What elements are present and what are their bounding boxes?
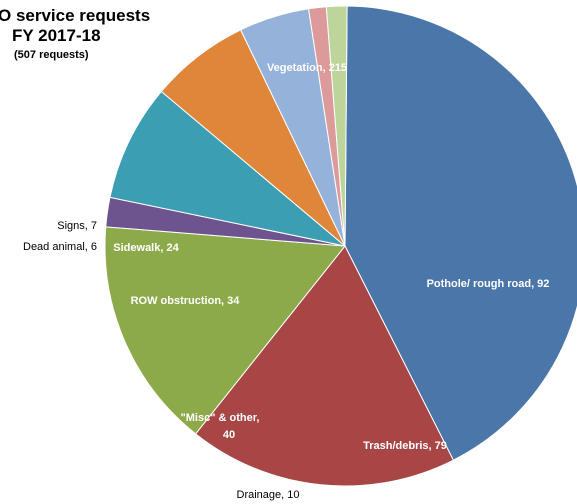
pie-label-sidewalk: Sidewalk, 24 bbox=[113, 242, 179, 254]
pie-label-misc-other: "Misc" & other, bbox=[181, 412, 260, 424]
pie-label-misc-other-value: 40 bbox=[223, 429, 235, 441]
pie-slice-vegetation bbox=[344, 5, 577, 461]
pie-label-vegetation: Vegetation, 215 bbox=[267, 62, 347, 74]
pie-label-drainage: Drainage, 10 bbox=[237, 489, 300, 501]
pie-label-dead-animal: Dead animal, 6 bbox=[23, 241, 97, 253]
pie-slice-pothole-rough-road bbox=[194, 245, 455, 487]
pie-slice-signs bbox=[325, 5, 348, 247]
chart-title-line1: O service requests bbox=[0, 6, 151, 25]
pie-label-row-obstruction: ROW obstruction, 34 bbox=[131, 295, 241, 307]
pie-label-trash-debris: Trash/debris, 79 bbox=[363, 440, 447, 452]
chart-subtitle: (507 requests) bbox=[14, 49, 89, 61]
pie-label-signs: Signs, 7 bbox=[57, 220, 97, 232]
pie-slice-misc-other bbox=[109, 90, 346, 247]
chart-title-line2: FY 2017-18 bbox=[12, 26, 101, 45]
pie-slice-trash-debris bbox=[104, 226, 346, 435]
pie-label-pothole-rough-road: Pothole/ rough road, 92 bbox=[427, 278, 550, 290]
